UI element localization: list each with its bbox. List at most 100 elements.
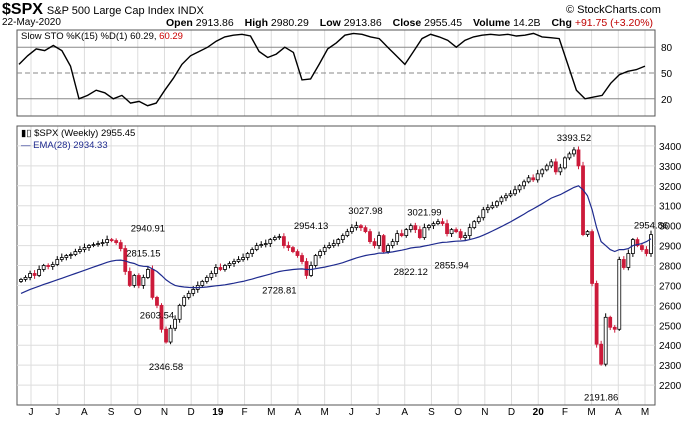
candle-body (183, 297, 186, 305)
candle-body (536, 174, 539, 180)
candle-body (97, 244, 100, 245)
x-tick-label: A (295, 407, 302, 418)
candle-body (106, 240, 109, 243)
candle-body (310, 266, 313, 276)
candle-body (427, 226, 430, 228)
candle-body (604, 317, 607, 364)
candle-body (92, 245, 95, 246)
candle-body (65, 256, 68, 258)
price-annotation: 3021.99 (407, 207, 441, 218)
candle-body (627, 254, 630, 268)
candle-body (223, 266, 226, 270)
candle-body (201, 281, 204, 285)
x-tick-label: M (587, 407, 595, 418)
candle-body (155, 297, 158, 305)
candle-body (359, 226, 362, 228)
candle-body (269, 240, 272, 244)
candle-body (514, 190, 517, 194)
candle-body (314, 256, 317, 266)
candle-body (87, 246, 90, 248)
candle-body (69, 255, 72, 256)
candle-body (504, 196, 507, 198)
price-y-tick: 3200 (659, 182, 682, 193)
price-annotation: 2815.15 (126, 248, 160, 259)
x-tick-label: F (242, 407, 248, 418)
candle-body (341, 236, 344, 240)
candle-body (29, 273, 32, 277)
candle-body (523, 182, 526, 186)
x-tick-label: M (641, 407, 649, 418)
x-tick-label: A (81, 407, 88, 418)
candle-body (74, 252, 77, 255)
candle-body (219, 267, 222, 269)
price-y-tick: 2400 (659, 341, 682, 352)
candle-body (115, 241, 118, 243)
candle-body (192, 289, 195, 293)
candle-body (255, 246, 258, 250)
x-tick-label: M (320, 407, 328, 418)
candle-body (142, 277, 145, 285)
candle-body (595, 283, 598, 344)
candle-body (233, 262, 236, 264)
candle-body (301, 256, 304, 262)
candle-body (205, 277, 208, 281)
x-tick-label: D (508, 407, 515, 418)
candle-body (591, 232, 594, 284)
stoch-y-tick: 80 (661, 43, 673, 54)
candle-body (264, 244, 267, 245)
x-tick-label: S (108, 407, 115, 418)
candle-body (60, 258, 63, 260)
candle-body (78, 250, 81, 252)
candle-body (500, 198, 503, 202)
candle-body (495, 202, 498, 206)
candle-body (609, 317, 612, 327)
candle-body (491, 206, 494, 208)
candle-body (246, 254, 249, 258)
price-annotation: 2822.12 (394, 267, 428, 278)
price-y-tick: 3100 (659, 202, 682, 213)
candle-body (33, 273, 36, 275)
candle-body (228, 264, 231, 266)
candle-body (373, 242, 376, 246)
candle-body (101, 243, 104, 244)
price-annotation: 3027.98 (348, 206, 382, 217)
price-y-tick: 2200 (659, 381, 682, 392)
candle-body (178, 305, 181, 319)
candle-body (396, 234, 399, 242)
candle-body (477, 218, 480, 222)
candle-body (450, 230, 453, 234)
x-tick-label: O (134, 407, 142, 418)
x-tick-label: J (349, 407, 354, 418)
price-annotation: 2603.54 (140, 311, 174, 322)
x-tick-label: 19 (212, 407, 224, 418)
price-annotation: 2940.91 (131, 223, 165, 234)
candle-body (251, 250, 254, 254)
x-tick-label: M (267, 407, 275, 418)
candle-body (137, 275, 140, 285)
candle-body (165, 329, 168, 342)
x-tick-label: S (428, 407, 435, 418)
candle-body (577, 150, 580, 166)
candle-body (287, 246, 290, 248)
candle-body (409, 226, 412, 230)
candle-body (640, 246, 643, 250)
candle-body (509, 194, 512, 196)
candle-body (405, 230, 408, 236)
candle-body (210, 273, 213, 277)
candle-body (622, 260, 625, 268)
candle-body (441, 222, 444, 224)
candle-body (51, 265, 54, 267)
x-tick-label: O (454, 407, 462, 418)
candle-body (368, 232, 371, 242)
candle-body (418, 230, 421, 238)
ema-line (21, 186, 651, 294)
candle-body (242, 258, 245, 260)
candle-body (133, 275, 136, 285)
price-annotation: 2954.86 (634, 221, 668, 232)
candle-body (169, 328, 172, 342)
price-annotation: 2191.86 (584, 393, 618, 404)
price-y-tick: 3300 (659, 162, 682, 173)
candle-body (600, 344, 603, 364)
candle-body (382, 236, 385, 252)
candle-body (554, 162, 557, 172)
